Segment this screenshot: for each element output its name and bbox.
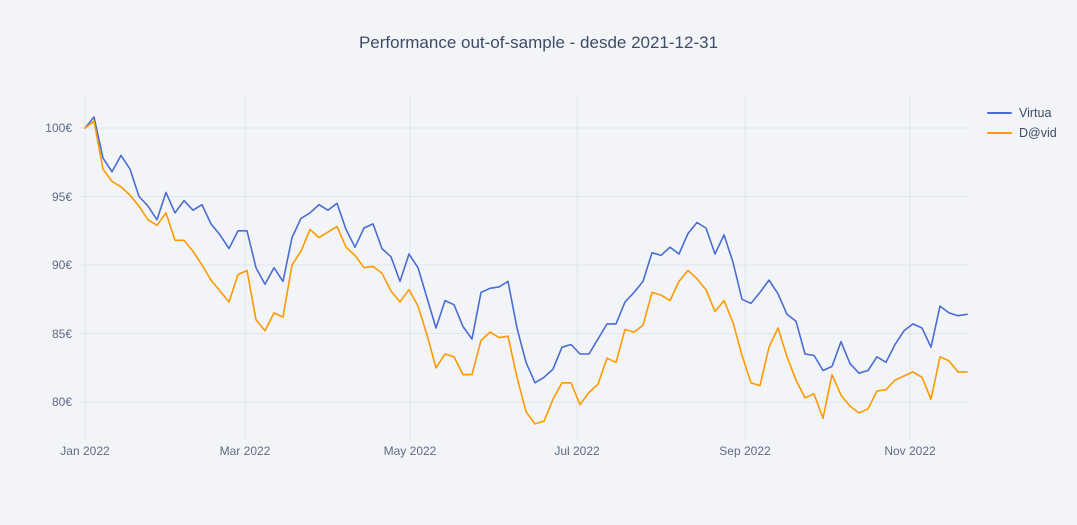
x-tick-label: Mar 2022 [219, 444, 271, 458]
virtua-line-swatch-icon [987, 111, 1012, 115]
x-tick-label: Nov 2022 [884, 444, 936, 458]
x-tick-label: Jan 2022 [60, 444, 110, 458]
x-tick-label: May 2022 [383, 444, 437, 458]
y-tick-label: 85€ [51, 326, 72, 341]
y-tick-label: 95€ [51, 189, 72, 204]
legend-item-virtua[interactable]: Virtua [987, 103, 1057, 123]
chart-title: Performance out-of-sample - desde 2021-1… [358, 33, 719, 52]
legend-label-virtua: Virtua [1019, 105, 1052, 120]
legend-item-david[interactable]: D@vid [987, 123, 1057, 143]
x-tick-label: Jul 2022 [554, 444, 600, 458]
legend-label-david: D@vid [1019, 125, 1057, 140]
y-tick-label: 80€ [51, 395, 72, 409]
y-tick-label: 90€ [51, 258, 72, 272]
x-tick-label: Sep 2022 [719, 444, 771, 458]
david-line-swatch-icon [987, 131, 1012, 135]
y-tick-label: 100€ [45, 121, 72, 135]
legend: Virtua D@vid [987, 103, 1057, 143]
